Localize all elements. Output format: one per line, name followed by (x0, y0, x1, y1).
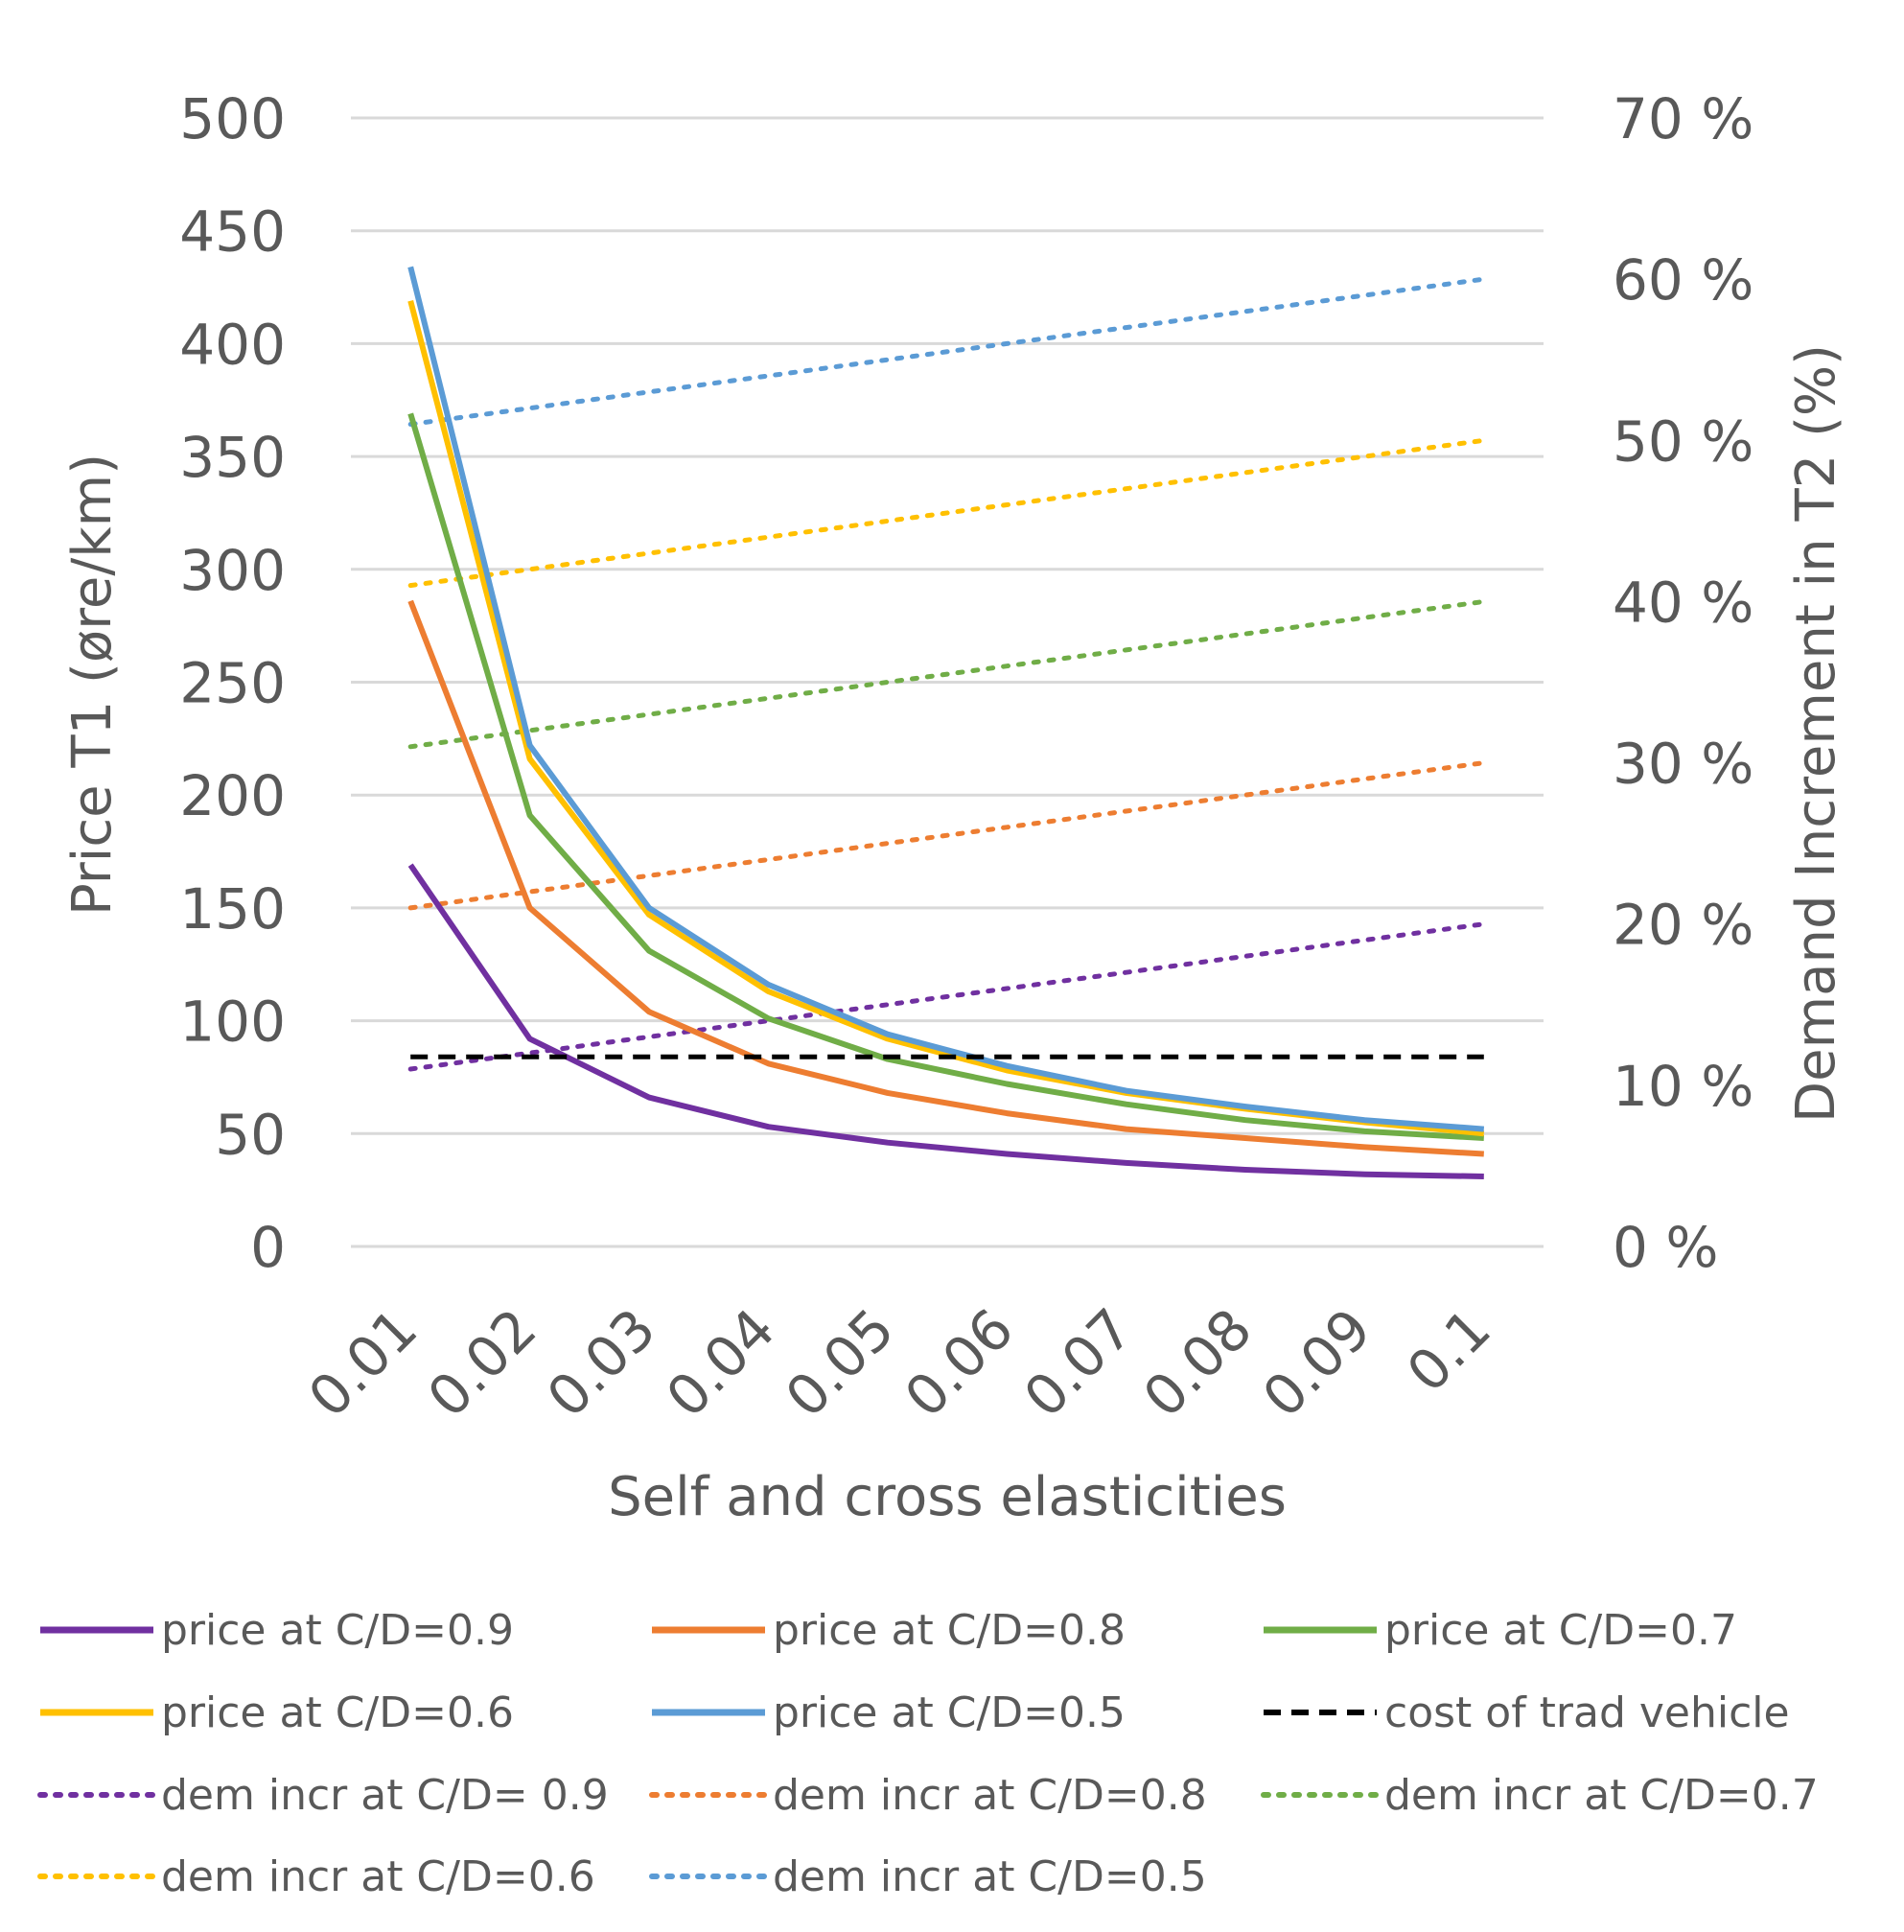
legend-label-price-at-c-d-0-5: price at C/D=0.5 (773, 1688, 1126, 1737)
right-tick-label: 70 % (1613, 86, 1753, 151)
left-tick-label: 400 (179, 312, 286, 377)
series-line-dem-incr-at-c-d-0-9 (407, 921, 1487, 1072)
left-tick-label: 350 (179, 425, 286, 490)
series-line-dem-incr-at-c-d-0-7 (407, 598, 1487, 750)
left-tick-label: 300 (179, 538, 286, 603)
series-line-price-at-c-d-0-7 (407, 412, 1484, 1141)
series-line-price-at-c-d-0-9 (407, 863, 1484, 1179)
left-tick-label: 500 (179, 86, 286, 151)
series-line-price-at-c-d-0-8 (407, 599, 1484, 1157)
right-tick-label: 0 % (1613, 1215, 1718, 1280)
series-lines (407, 266, 1487, 1179)
left-tick-label: 0 (250, 1215, 286, 1280)
right-tick-label: 60 % (1613, 247, 1753, 313)
right-tick-label: 50 % (1613, 408, 1753, 474)
series-line-dem-incr-at-c-d-0-5 (407, 276, 1487, 427)
x-tick-label: 0.02 (415, 1296, 548, 1430)
legend-label-dem-incr-at-c-d-0-6: dem incr at C/D=0.6 (161, 1852, 595, 1901)
x-tick-label: 0.08 (1131, 1296, 1265, 1430)
legend-label-dem-incr-at-c-d-0-7: dem incr at C/D=0.7 (1384, 1771, 1819, 1820)
legend-label-price-at-c-d-0-9: price at C/D=0.9 (161, 1606, 514, 1655)
left-tick-label: 100 (179, 989, 286, 1055)
left-tick-label: 150 (179, 876, 286, 942)
legend-label-dem-incr-at-c-d-0-8: dem incr at C/D=0.8 (773, 1771, 1207, 1820)
legend-label-dem-incr-at-c-d-0-5: dem incr at C/D=0.5 (773, 1852, 1207, 1901)
left-tick-label: 50 (215, 1102, 286, 1167)
legend-label-dem-incr-at-c-d-0-9: dem incr at C/D= 0.9 (161, 1771, 609, 1820)
x-tick-label: 0.07 (1011, 1296, 1145, 1430)
x-tick-label: 0.09 (1250, 1296, 1383, 1430)
legend-label-price-at-c-d-0-6: price at C/D=0.6 (161, 1688, 514, 1737)
x-tick-label: 0.1 (1394, 1296, 1502, 1405)
right-tick-label: 20 % (1613, 893, 1753, 958)
legend: price at C/D=0.9 price at C/D=0.8 price at… (37, 1606, 1819, 1901)
right-axis-ticks: 0 % 10 % 20 % 30 % 40 % 50 % 60 % 70 % (1613, 86, 1753, 1280)
series-line-dem-incr-at-c-d-0-6 (407, 437, 1487, 589)
right-tick-label: 40 % (1613, 570, 1753, 635)
x-tick-label: 0.05 (773, 1296, 906, 1430)
left-axis-ticks: 0 50 100 150 200 250 300 350 400 450 500 (179, 86, 286, 1280)
x-tick-label: 0.06 (893, 1296, 1026, 1430)
series-line-price-at-c-d-0-6 (407, 299, 1485, 1137)
series-line-dem-incr-at-c-d-0-8 (407, 760, 1487, 911)
gridlines (351, 116, 1544, 1248)
right-tick-label: 10 % (1613, 1054, 1753, 1119)
x-tick-label: 0.01 (296, 1296, 430, 1430)
x-axis-ticks: 0.010.020.030.040.050.060.070.080.09 0.1 (296, 1296, 1503, 1430)
left-tick-label: 450 (179, 199, 286, 265)
x-tick-label: 0.03 (535, 1296, 668, 1430)
right-tick-label: 30 % (1613, 732, 1753, 797)
series-line-price-at-c-d-0-5 (407, 266, 1485, 1132)
left-tick-label: 200 (179, 763, 286, 828)
x-axis-title: Self and cross elasticities (608, 1466, 1287, 1528)
legend-label-price-at-c-d-0-8: price at C/D=0.8 (773, 1606, 1126, 1655)
legend-label-price-at-c-d-0-7: price at C/D=0.7 (1384, 1606, 1737, 1655)
right-axis-title: Demand Increment in T2 (%) (1785, 344, 1847, 1123)
left-axis-title: Price T1 (øre/km) (61, 454, 124, 916)
legend-label-cost-of-trad-vehicle: cost of trad vehicle (1384, 1688, 1790, 1737)
left-tick-label: 250 (179, 651, 286, 716)
x-tick-label: 0.04 (654, 1296, 787, 1430)
